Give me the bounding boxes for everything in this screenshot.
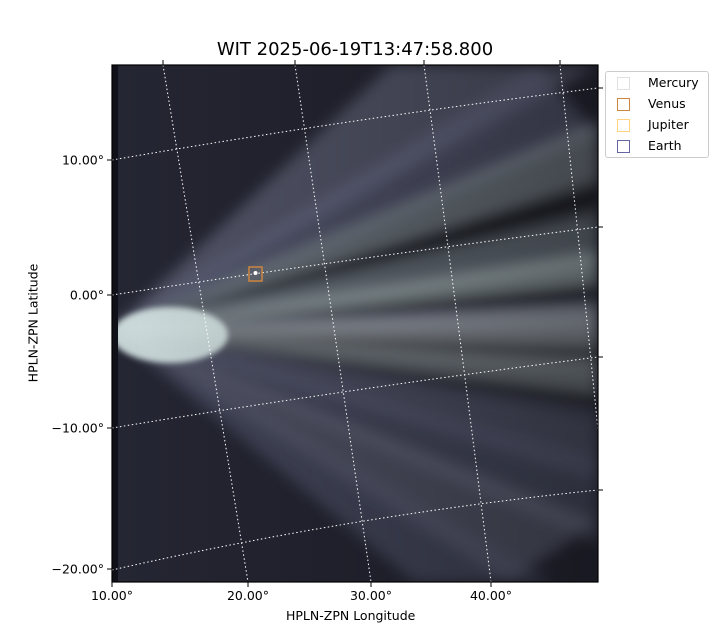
coronagraph-image [112, 65, 598, 582]
legend-label: Earth [648, 138, 682, 153]
legend-swatch [617, 140, 630, 153]
legend-swatch [617, 77, 630, 90]
legend: Mercury Venus Jupiter Earth [605, 71, 709, 158]
y-axis-label: HPLN-ZPN Latitude [25, 263, 41, 383]
legend-label: Venus [648, 96, 686, 111]
x-tick-label: 20.00° [226, 588, 270, 603]
legend-swatch [617, 119, 630, 132]
grid-line [423, 65, 492, 582]
marker-venus [248, 266, 263, 282]
legend-swatch [617, 98, 630, 111]
axis-ticks [107, 60, 603, 587]
grid-line [112, 489, 598, 571]
x-axis-label: HPLN-ZPN Longitude [286, 608, 416, 623]
legend-label: Jupiter [648, 117, 689, 132]
y-tick-label: 0.00° [69, 287, 104, 303]
x-tick-label: 40.00° [469, 588, 513, 603]
x-tick-label: 10.00° [90, 588, 134, 603]
grid-line [162, 65, 249, 582]
grid-line [559, 65, 598, 431]
legend-label: Mercury [648, 75, 699, 90]
y-tick-label: −10.00° [51, 420, 104, 436]
chart-title: WIT 2025-06-19T13:47:58.800 [216, 39, 494, 60]
y-tick-label: 10.00° [61, 152, 104, 168]
y-tick-label: −20.00° [51, 561, 104, 577]
x-tick-label: 30.00° [349, 588, 393, 603]
coordinate-grid [112, 65, 598, 582]
